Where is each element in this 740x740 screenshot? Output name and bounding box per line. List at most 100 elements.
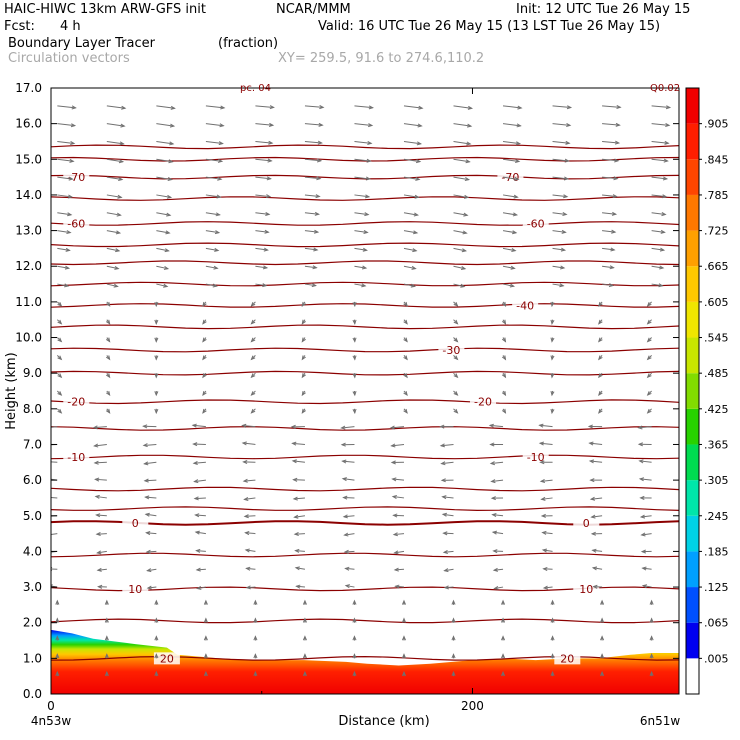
circulation-vector-head — [615, 122, 621, 127]
circulation-vector-head — [314, 211, 320, 216]
circulation-vector-head — [219, 123, 225, 128]
circulation-vector-head — [512, 212, 519, 217]
circulation-vector-head — [467, 105, 474, 110]
isotherm-label-bg — [522, 217, 549, 230]
circulation-vector-head — [663, 158, 669, 163]
circulation-vector-head — [301, 355, 306, 361]
circulation-vector-head — [600, 653, 605, 659]
circulation-vector-head — [202, 408, 207, 414]
circulation-vector-head — [443, 568, 449, 573]
isotherm-label: 20 — [160, 652, 174, 665]
circulation-vector-head — [403, 355, 408, 361]
circulation-vector-head — [46, 496, 50, 499]
circulation-vector — [205, 212, 220, 216]
circulation-vector — [591, 497, 603, 500]
circulation-vector-head — [542, 566, 548, 571]
circulation-vector — [493, 568, 504, 571]
circulation-vector — [592, 549, 603, 552]
circulation-vector-head — [562, 212, 568, 217]
circulation-vector — [403, 176, 420, 180]
circulation-vector — [156, 194, 171, 198]
isotherm-label-bg — [573, 582, 600, 595]
circulation-vector-head — [550, 355, 555, 361]
circulation-vector-head — [367, 140, 373, 145]
circulation-vector — [552, 265, 565, 269]
circulation-vector — [394, 550, 405, 554]
circulation-vector — [502, 123, 521, 127]
circulation-vector-head — [316, 176, 322, 181]
y-tick-label: 1.0 — [23, 651, 42, 665]
circulation-vector-head — [70, 141, 76, 146]
circulation-vector-head — [566, 105, 573, 110]
circulation-vector-head — [352, 617, 357, 623]
circulation-vector-head — [301, 337, 306, 343]
circulation-vector-head — [539, 478, 546, 483]
circulation-vector — [552, 123, 571, 126]
circulation-vector-head — [646, 319, 652, 325]
circulation-vector — [94, 443, 107, 447]
circulation-vector-head — [598, 301, 603, 307]
circulation-vector — [196, 568, 206, 571]
circulation-vector-head — [154, 408, 159, 415]
circulation-vector-head — [587, 424, 593, 429]
circulation-vector-head — [453, 301, 459, 307]
circulation-vector — [341, 426, 355, 429]
circulation-vector — [342, 478, 355, 481]
circulation-vector — [651, 123, 670, 126]
circulation-vector — [651, 105, 670, 109]
circulation-vector-head — [71, 105, 77, 110]
isotherm-label-bg — [122, 582, 149, 595]
colorbar-swatch — [686, 123, 699, 160]
circulation-vector — [295, 550, 305, 552]
circulation-vector — [144, 461, 157, 465]
contour-line — [51, 260, 679, 266]
circulation-vector — [106, 194, 122, 198]
circulation-vector-head — [550, 319, 555, 325]
circulation-vector-head — [343, 549, 349, 554]
circulation-vector — [296, 585, 305, 588]
circulation-vector-head — [412, 230, 419, 235]
circulation-vector-head — [214, 230, 221, 235]
circulation-vector-head — [464, 177, 471, 182]
circulation-vector-head — [64, 265, 71, 270]
circulation-vector-head — [301, 319, 306, 325]
circulation-vector — [304, 247, 318, 251]
circulation-vector-head — [143, 478, 149, 483]
circulation-vector-head — [441, 495, 447, 500]
circulation-vector — [539, 424, 553, 428]
circulation-vector — [242, 442, 256, 445]
circulation-vector-head — [250, 355, 256, 361]
circulation-vector — [205, 283, 217, 287]
colorbar-label: .725 — [704, 225, 729, 238]
circulation-vector-head — [393, 550, 399, 555]
circulation-vector-head — [589, 496, 596, 501]
circulation-vector-head — [267, 158, 273, 163]
circulation-vector-head — [57, 319, 63, 325]
circulation-vector-head — [590, 514, 596, 519]
circulation-vector-head — [489, 442, 495, 447]
circulation-vector-head — [614, 140, 621, 145]
circulation-vector — [403, 230, 418, 234]
circulation-vector-head — [293, 531, 299, 537]
circulation-vector — [304, 212, 319, 215]
circulation-vector-head — [639, 495, 645, 500]
circulation-vector-head — [538, 423, 544, 428]
circulation-vector-head — [352, 373, 357, 379]
circulation-vector-head — [491, 513, 497, 518]
circulation-vector-head — [154, 373, 159, 379]
circulation-vector — [651, 212, 666, 215]
circulation-vector-head — [411, 265, 417, 270]
circulation-vector-head — [154, 670, 159, 677]
circulation-vector-head — [415, 176, 421, 181]
isotherm-label-bg — [512, 299, 539, 312]
circulation-vector-head — [443, 585, 449, 590]
isotherm-label-bg — [63, 395, 90, 408]
circulation-vector-head — [216, 194, 222, 199]
isotherm-label-bg — [122, 516, 149, 529]
circulation-vector-head — [163, 283, 169, 288]
circulation-vector — [106, 105, 126, 109]
cross-section-coords: XY= 259.5, 91.6 to 274.6,110.2 — [278, 51, 485, 66]
circulation-vector-head — [614, 158, 620, 163]
circulation-vector-head — [638, 459, 644, 464]
circulation-vector-head — [646, 391, 652, 396]
